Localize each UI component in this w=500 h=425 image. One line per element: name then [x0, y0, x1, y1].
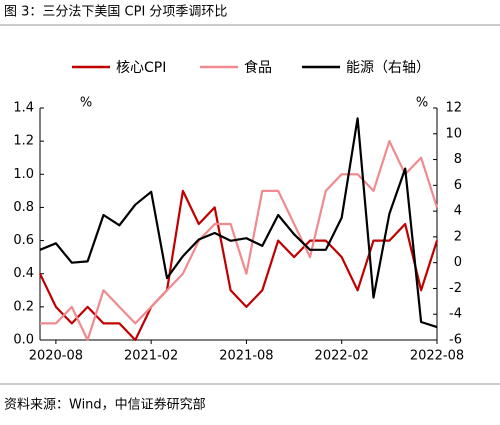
series-line: [40, 140, 439, 342]
y2-tick-label: 0: [454, 255, 462, 270]
y2-tick-label: 10: [445, 126, 462, 141]
source: 资料来源：Wind，中信证券研究部: [4, 397, 206, 413]
series-line: [39, 117, 438, 329]
y-tick-label: 0.6: [13, 233, 34, 248]
chart-title: 图 3：三分法下美国 CPI 分项季调环比: [4, 5, 227, 20]
x-tick-label: 2021-02: [124, 349, 178, 364]
y2-unit: %: [416, 96, 428, 111]
y-tick-label: 1.4: [13, 101, 34, 116]
x-tick-label: 2022-02: [315, 349, 369, 364]
y-tick-label: 0.8: [13, 200, 34, 215]
y2-tick-label: 2: [454, 229, 462, 244]
y2-tick-label: -4: [449, 307, 462, 322]
y2-tick-label: -6: [449, 333, 462, 348]
x-tick-label: 2021-08: [219, 349, 273, 364]
y2-tick-label: -2: [449, 281, 462, 296]
y-unit: %: [80, 96, 92, 111]
y-tick-label: 0.2: [13, 299, 34, 314]
legend-label: 核心CPI: [116, 60, 166, 76]
y-tick-label: 1.2: [13, 134, 34, 149]
series-line: [39, 189, 439, 342]
x-tick-label: 2022-08: [410, 349, 464, 364]
y2-tick-label: 6: [454, 178, 462, 193]
y-tick-label: 0.0: [13, 333, 34, 348]
y2-tick-label: 12: [445, 101, 462, 116]
x-tick-label: 2020-08: [29, 349, 83, 364]
legend-label: 能源（右轴）: [346, 60, 430, 76]
legend-label: 食品: [244, 59, 272, 76]
y-tick-label: 0.4: [13, 266, 34, 281]
y2-tick-label: 8: [454, 152, 462, 167]
y-tick-label: 1.0: [13, 167, 34, 182]
y2-tick-label: 4: [454, 204, 462, 219]
